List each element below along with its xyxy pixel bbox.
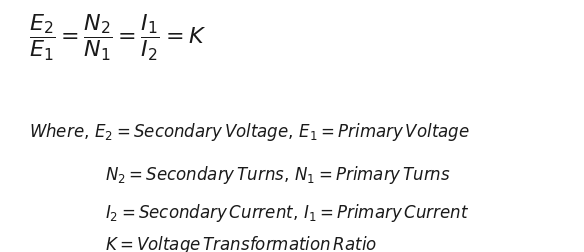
Text: $K = Voltage\,Transformation\,Ratio$: $K = Voltage\,Transformation\,Ratio$	[105, 234, 377, 252]
Text: $\it{Where,}\,E_2 = Secondary\,Voltage,\,E_1 = Primary\,Voltage$: $\it{Where,}\,E_2 = Secondary\,Voltage,\…	[29, 121, 470, 143]
Text: $\dfrac{E_2}{E_1} = \dfrac{N_2}{N_1} = \dfrac{I_1}{I_2} = K$: $\dfrac{E_2}{E_1} = \dfrac{N_2}{N_1} = \…	[29, 13, 206, 63]
Text: $I_2 = Secondary\,Current,\,I_1 = Primary\,Current$: $I_2 = Secondary\,Current,\,I_1 = Primar…	[105, 202, 470, 224]
Text: $N_2 = Secondary\,Turns,\,N_1 = Primary\,Turns$: $N_2 = Secondary\,Turns,\,N_1 = Primary\…	[105, 164, 451, 186]
